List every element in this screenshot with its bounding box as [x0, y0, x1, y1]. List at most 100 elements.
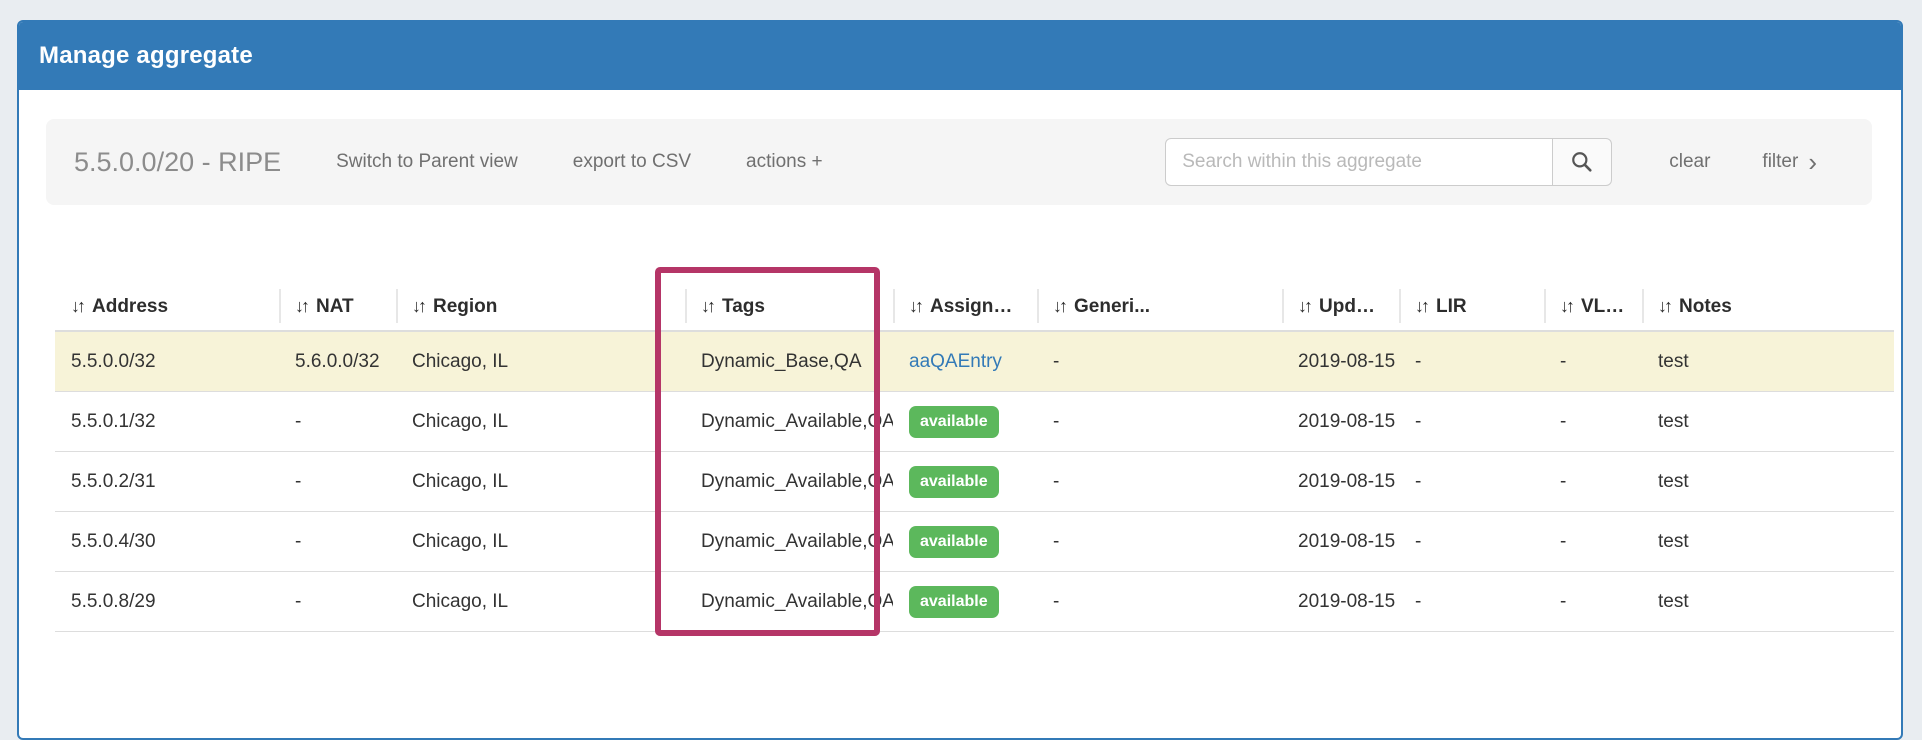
sort-icon: ↓↑: [412, 296, 427, 316]
column-header-label: VLAN: [1581, 296, 1633, 317]
cell-region: Chicago, IL: [396, 511, 685, 572]
aggregate-toolbar: 5.5.0.0/20 - RIPE Switch to Parent view …: [46, 119, 1872, 205]
cell-notes: test: [1642, 511, 1894, 572]
cell-lir: -: [1399, 571, 1544, 632]
cell-generic: -: [1037, 451, 1282, 512]
switch-parent-view-link[interactable]: Switch to Parent view: [336, 151, 518, 172]
cell-assigned_to: available: [893, 451, 1037, 512]
aggregate-title: 5.5.0.0/20 - RIPE: [74, 146, 282, 177]
availability-badge: available: [909, 585, 999, 618]
column-header-label: Generi...: [1074, 296, 1151, 317]
sort-icon: ↓↑: [1560, 296, 1575, 316]
sort-icon: ↓↑: [1298, 296, 1313, 316]
cell-generic: -: [1037, 511, 1282, 572]
manage-aggregate-panel: Manage aggregate 5.5.0.0/20 - RIPE Switc…: [17, 20, 1903, 740]
column-header-assigned_to[interactable]: ↓↑ Assigned to: [893, 282, 1037, 332]
column-header-updated[interactable]: ↓↑ Updated: [1282, 282, 1399, 332]
export-csv-link[interactable]: export to CSV: [572, 151, 692, 172]
cell-updated: 2019-08-15: [1282, 511, 1399, 572]
column-header-label: NAT: [316, 296, 354, 317]
aggregate-table: ↓↑ Address ↓↑ NAT ↓↑ Region ↓↑ Tags ↓↑ Assigned t…: [55, 282, 1894, 632]
sort-icon: ↓↑: [701, 296, 716, 316]
cell-notes: test: [1642, 391, 1894, 452]
cell-lir: -: [1399, 331, 1544, 392]
cell-nat: 5.6.0.0/32: [279, 331, 396, 392]
table-row[interactable]: 5.5.0.8/29- Chicago, IL Dynamic_Available,…: [55, 571, 1894, 632]
cell-address: 5.5.0.1/32: [55, 391, 279, 452]
cell-region: Chicago, IL: [396, 571, 685, 632]
cell-lir: -: [1399, 511, 1544, 572]
cell-updated: 2019-08-15: [1282, 451, 1399, 512]
sort-icon: ↓↑: [295, 296, 310, 316]
cell-region: Chicago, IL: [396, 331, 685, 392]
column-header-label: Tags: [722, 296, 765, 317]
table-row[interactable]: 5.5.0.1/32- Chicago, IL Dynamic_Available,…: [55, 391, 1894, 452]
table-row[interactable]: 5.5.0.0/32 5.6.0.0/32 Chicago, IL Dynamic_B…: [55, 331, 1894, 392]
cell-nat: -: [279, 451, 396, 512]
table-row[interactable]: 5.5.0.2/31- Chicago, IL Dynamic_Available,…: [55, 451, 1894, 512]
column-header-label: Assigned to: [930, 296, 1037, 317]
sort-icon: ↓↑: [1658, 296, 1673, 316]
cell-assigned_to: available: [893, 391, 1037, 452]
cell-region: Chicago, IL: [396, 391, 685, 452]
assigned-entry-link[interactable]: aaQAEntry: [909, 351, 1002, 372]
search-input[interactable]: [1165, 138, 1554, 186]
actions-menu-link[interactable]: actions +: [746, 151, 823, 172]
availability-badge: available: [909, 525, 999, 558]
cell-generic: -: [1037, 571, 1282, 632]
availability-badge: available: [909, 465, 999, 498]
column-header-notes[interactable]: ↓↑ Notes: [1642, 282, 1894, 332]
sort-icon: ↓↑: [71, 296, 86, 316]
table-body: 5.5.0.0/32 5.6.0.0/32 Chicago, IL Dynamic_B…: [55, 331, 1894, 632]
column-header-label: Updated: [1319, 296, 1395, 317]
cell-lir: -: [1399, 391, 1544, 452]
cell-updated: 2019-08-15: [1282, 391, 1399, 452]
cell-assigned_to: available: [893, 571, 1037, 632]
search-icon: [1570, 150, 1594, 174]
cell-tags: Dynamic_Available,QA: [685, 391, 893, 452]
cell-generic: -: [1037, 331, 1282, 392]
cell-notes: test: [1642, 451, 1894, 512]
column-header-address[interactable]: ↓↑ Address: [55, 282, 279, 332]
cell-assigned_to: available: [893, 511, 1037, 572]
cell-address: 5.5.0.4/30: [55, 511, 279, 572]
column-header-generic[interactable]: ↓↑ Generi...: [1037, 282, 1282, 332]
cell-vlan: -: [1544, 331, 1642, 392]
cell-nat: -: [279, 571, 396, 632]
column-header-label: Region: [433, 296, 498, 317]
cell-vlan: -: [1544, 511, 1642, 572]
column-header-label: Address: [92, 296, 169, 317]
cell-nat: -: [279, 391, 396, 452]
cell-lir: -: [1399, 451, 1544, 512]
cell-tags: Dynamic_Available,QA: [685, 511, 893, 572]
column-header-label: Notes: [1679, 296, 1732, 317]
column-header-vlan[interactable]: ↓↑ VLAN: [1544, 282, 1642, 332]
cell-updated: 2019-08-15: [1282, 331, 1399, 392]
sort-icon: ↓↑: [909, 296, 924, 316]
aggregate-table-container: ↓↑ Address ↓↑ NAT ↓↑ Region ↓↑ Tags ↓↑ Assigned t…: [38, 282, 1901, 632]
filter-link[interactable]: filter ›: [1762, 149, 1817, 175]
cell-assigned_to: aaQAEntry: [893, 331, 1037, 392]
column-header-lir[interactable]: ↓↑ LIR: [1399, 282, 1544, 332]
clear-search-link[interactable]: clear: [1669, 151, 1711, 172]
table-row[interactable]: 5.5.0.4/30- Chicago, IL Dynamic_Available,…: [55, 511, 1894, 572]
table-header-row: ↓↑ Address ↓↑ NAT ↓↑ Region ↓↑ Tags ↓↑ Assigned t…: [55, 282, 1894, 332]
cell-address: 5.5.0.0/32: [55, 331, 279, 392]
cell-vlan: -: [1544, 451, 1642, 512]
cell-nat: -: [279, 511, 396, 572]
column-header-tags[interactable]: ↓↑ Tags: [685, 282, 893, 332]
cell-region: Chicago, IL: [396, 451, 685, 512]
column-header-region[interactable]: ↓↑ Region: [396, 282, 685, 332]
filter-link-label: filter: [1762, 151, 1799, 172]
panel-heading: Manage aggregate: [19, 22, 1901, 90]
sort-icon: ↓↑: [1415, 296, 1430, 316]
availability-badge: available: [909, 405, 999, 438]
cell-address: 5.5.0.8/29: [55, 571, 279, 632]
column-header-nat[interactable]: ↓↑ NAT: [279, 282, 396, 332]
cell-tags: Dynamic_Base,QA: [685, 331, 893, 392]
cell-tags: Dynamic_Available,QA: [685, 571, 893, 632]
chevron-right-icon: ›: [1808, 147, 1817, 177]
page-title: Manage aggregate: [39, 42, 253, 69]
search-button[interactable]: [1552, 138, 1613, 186]
cell-updated: 2019-08-15: [1282, 571, 1399, 632]
